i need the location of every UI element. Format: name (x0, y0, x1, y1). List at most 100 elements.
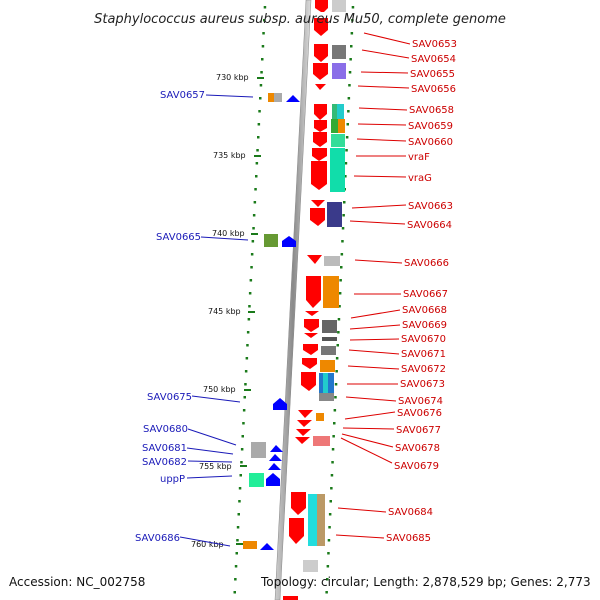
feature-box[interactable] (332, 45, 346, 59)
feature-box[interactable] (330, 148, 345, 192)
gene-arrow-reverse[interactable] (311, 200, 325, 207)
gene-label[interactable]: SAV0664 (407, 220, 452, 231)
gene-label[interactable]: SAV0674 (398, 396, 443, 407)
gene-arrow-forward[interactable] (282, 236, 296, 247)
gene-label[interactable]: SAV0679 (394, 461, 439, 472)
feature-box[interactable] (320, 360, 335, 372)
gene-label[interactable]: SAV0660 (408, 137, 453, 148)
gene-arrow-reverse[interactable] (314, 104, 327, 120)
gene-arrow-reverse[interactable] (297, 420, 312, 427)
gene-arrow-reverse[interactable] (315, 0, 328, 12)
feature-box[interactable] (316, 413, 324, 421)
gene-arrow-reverse[interactable] (314, 120, 327, 132)
gene-label[interactable]: SAV0670 (401, 334, 446, 345)
gene-arrow-reverse[interactable] (314, 44, 328, 62)
gene-arrow-reverse[interactable] (313, 63, 328, 80)
gene-label[interactable]: SAV0677 (396, 425, 441, 436)
gene-label[interactable]: SAV0658 (409, 105, 454, 116)
gene-label[interactable]: SAV0665 (156, 232, 201, 243)
gene-label[interactable]: SAV0678 (395, 443, 440, 454)
gene-arrow-reverse[interactable] (306, 276, 321, 308)
gene-label[interactable]: SAV0685 (386, 533, 431, 544)
gene-label[interactable]: SAV0672 (401, 364, 446, 375)
gene-label[interactable]: SAV0653 (412, 39, 457, 50)
gene-arrow-forward[interactable] (270, 445, 283, 452)
feature-box[interactable] (324, 256, 340, 266)
feature-box[interactable] (332, 63, 346, 79)
feature-box[interactable] (249, 473, 264, 487)
feature-box[interactable] (251, 442, 266, 458)
feature-box[interactable] (332, 0, 346, 12)
gene-arrow-reverse[interactable] (283, 596, 298, 600)
gene-arrow-reverse[interactable] (302, 358, 317, 369)
gene-arrow-reverse[interactable] (295, 437, 310, 444)
scale-dot (255, 162, 259, 165)
gene-arrow-reverse[interactable] (314, 18, 328, 36)
feature-box[interactable] (313, 436, 330, 446)
gene-label[interactable]: SAV0684 (388, 507, 433, 518)
gene-arrow-reverse[interactable] (304, 333, 318, 338)
gene-arrow-forward[interactable] (273, 398, 287, 410)
feature-box[interactable] (303, 560, 318, 572)
gene-arrow-reverse[interactable] (291, 492, 306, 515)
gene-arrow-forward[interactable] (266, 473, 280, 486)
gene-arrow-reverse[interactable] (305, 311, 319, 316)
feature-box[interactable] (274, 93, 282, 102)
feature-box[interactable] (327, 202, 342, 227)
gene-label[interactable]: SAV0657 (160, 90, 205, 101)
gene-label[interactable]: vraG (408, 173, 432, 184)
gene-arrow-reverse[interactable] (289, 518, 304, 544)
feature-box[interactable] (322, 337, 337, 341)
gene-label[interactable]: SAV0669 (402, 320, 447, 331)
gene-arrow-forward[interactable] (286, 95, 300, 102)
gene-arrow-forward[interactable] (260, 543, 274, 550)
gene-label[interactable]: SAV0663 (408, 201, 453, 212)
gene-label[interactable]: SAV0668 (402, 305, 447, 316)
feature-box[interactable] (321, 346, 336, 355)
gene-arrow-reverse[interactable] (301, 372, 316, 391)
gene-label[interactable]: SAV0673 (400, 379, 445, 390)
gene-arrow-forward[interactable] (269, 454, 282, 461)
feature-box[interactable] (338, 119, 345, 133)
gene-label[interactable]: SAV0676 (397, 408, 442, 419)
gene-label[interactable]: SAV0654 (411, 54, 456, 65)
gene-label[interactable]: SAV0675 (147, 392, 192, 403)
gene-label[interactable]: SAV0681 (142, 443, 187, 454)
gene-arrow-reverse[interactable] (296, 429, 311, 436)
gene-label[interactable]: SAV0686 (135, 533, 180, 544)
feature-box[interactable] (331, 119, 340, 133)
feature-box[interactable] (319, 393, 334, 401)
gene-arrow-reverse[interactable] (313, 132, 327, 147)
gene-arrow-reverse[interactable] (310, 208, 325, 226)
feature-box[interactable] (337, 104, 344, 120)
gene-label[interactable]: vraF (408, 152, 430, 163)
feature-box[interactable] (268, 93, 275, 102)
gene-arrow-forward[interactable] (268, 463, 281, 470)
feature-box[interactable] (323, 276, 339, 308)
gene-label[interactable]: SAV0671 (401, 349, 446, 360)
gene-label[interactable]: uppP (160, 474, 185, 485)
gene-arrow-reverse[interactable] (311, 161, 327, 190)
gene-label[interactable]: SAV0667 (403, 289, 448, 300)
gene-arrow-reverse[interactable] (307, 255, 322, 264)
feature-box[interactable] (264, 234, 278, 247)
gene-arrow-reverse[interactable] (303, 344, 318, 355)
feature-box[interactable] (308, 494, 318, 546)
scale-dot (333, 422, 336, 425)
gene-label[interactable]: SAV0682 (142, 457, 187, 468)
gene-label[interactable]: SAV0655 (410, 69, 455, 80)
gene-arrow-reverse[interactable] (298, 410, 313, 418)
gene-label[interactable]: SAV0666 (404, 258, 449, 269)
leader-line (353, 175, 407, 178)
gene-label[interactable]: SAV0656 (411, 84, 456, 95)
gene-arrow-reverse[interactable] (304, 319, 319, 332)
feature-box[interactable] (322, 320, 337, 333)
gene-arrow-reverse[interactable] (315, 84, 326, 90)
gene-label[interactable]: SAV0680 (143, 424, 188, 435)
feature-box[interactable] (317, 494, 325, 546)
feature-box[interactable] (243, 541, 257, 549)
gene-arrow-reverse[interactable] (312, 148, 327, 161)
feature-box[interactable] (331, 134, 345, 147)
feature-box[interactable] (323, 373, 328, 393)
gene-label[interactable]: SAV0659 (408, 121, 453, 132)
